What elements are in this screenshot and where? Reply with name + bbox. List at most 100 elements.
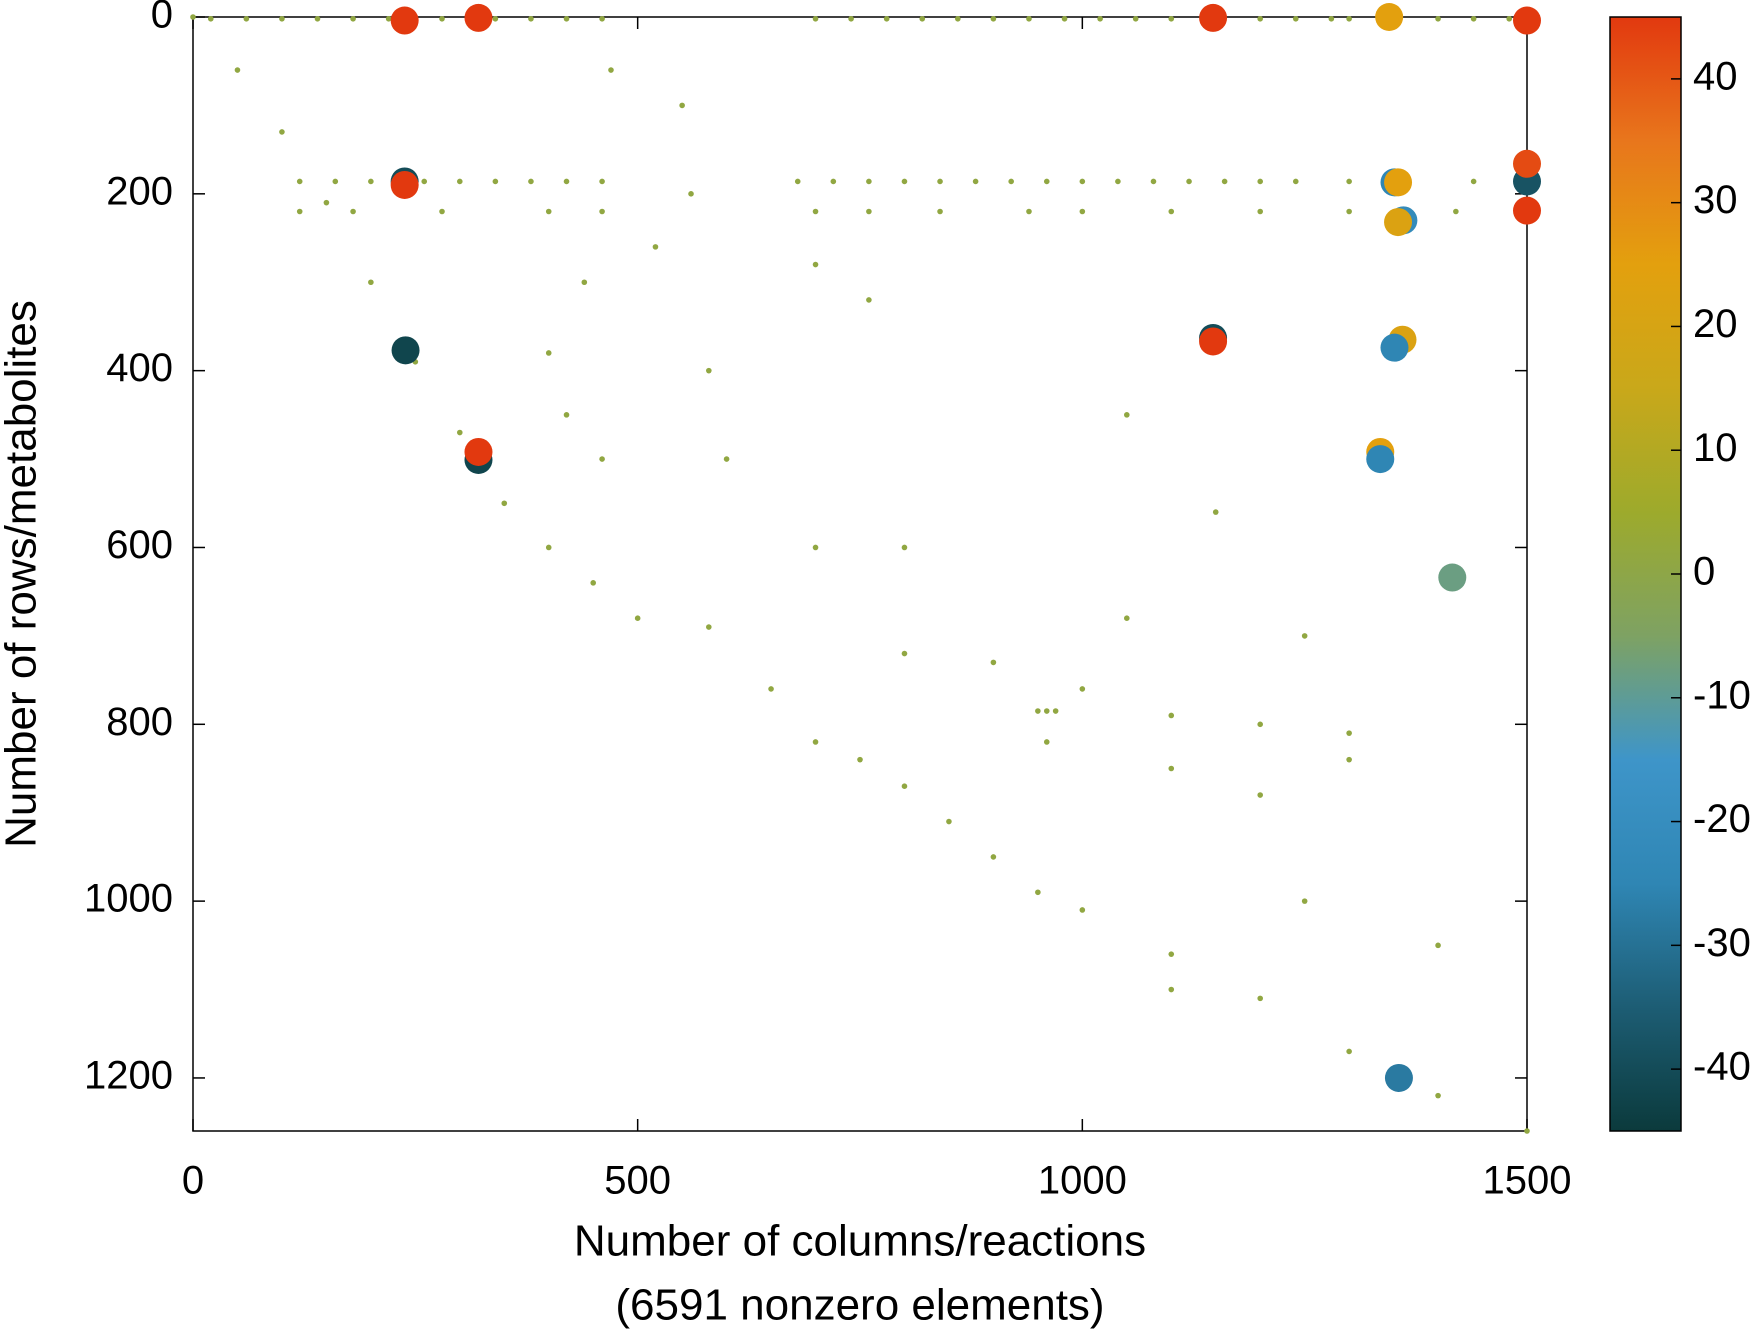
data-point [1257, 178, 1263, 185]
data-point [1168, 15, 1175, 22]
data-point [464, 437, 493, 466]
y-tick-label: 200 [106, 169, 173, 213]
data-point [332, 178, 339, 185]
data-point [501, 500, 508, 507]
data-point [1470, 178, 1477, 185]
data-point [1124, 615, 1130, 622]
data-point [545, 208, 552, 215]
data-point [812, 208, 819, 215]
data-point [1435, 15, 1441, 22]
data-point [581, 279, 588, 286]
data-point [563, 15, 570, 22]
data-point [190, 14, 196, 20]
data-point [390, 6, 419, 35]
colorbar-tick-label: -20 [1693, 797, 1751, 841]
data-point [1257, 208, 1263, 215]
data-point [1079, 208, 1086, 215]
data-point [608, 67, 614, 73]
data-point [385, 15, 392, 22]
data-point [1301, 898, 1308, 904]
data-point [937, 178, 943, 185]
colorbar [1609, 16, 1682, 1132]
data-point [1043, 708, 1050, 714]
data-point [1346, 208, 1352, 215]
data-point [457, 178, 463, 185]
data-point [812, 261, 819, 268]
data-point [1438, 563, 1467, 592]
data-point [990, 659, 997, 666]
data-point [1435, 942, 1441, 949]
data-point [296, 208, 303, 215]
y-axis-label: Number of rows/metabolites [0, 300, 46, 848]
data-point [990, 854, 997, 860]
data-point [919, 15, 926, 22]
data-point [439, 15, 445, 22]
data-point [1212, 509, 1219, 515]
data-point [866, 178, 872, 185]
data-point [1168, 712, 1175, 719]
data-point [1168, 986, 1175, 993]
data-point [599, 208, 605, 215]
data-point [1199, 327, 1228, 356]
x-tick-label: 1500 [1483, 1159, 1572, 1203]
data-point [1132, 15, 1139, 22]
data-point [1506, 15, 1513, 22]
data-point [1221, 178, 1228, 185]
data-point [1008, 178, 1014, 185]
data-point [1199, 3, 1228, 32]
data-point [563, 412, 570, 418]
data-point [1257, 15, 1263, 22]
data-point [1124, 412, 1130, 418]
data-point [1168, 951, 1175, 957]
data-point [1052, 708, 1059, 714]
data-point [457, 429, 463, 436]
data-point [901, 650, 908, 657]
data-point [652, 244, 659, 250]
data-point [234, 67, 241, 73]
data-point [1375, 3, 1404, 31]
data-point [1301, 633, 1308, 639]
data-point [279, 15, 285, 22]
data-point [768, 686, 774, 692]
data-point [955, 15, 961, 22]
data-point [368, 178, 374, 185]
data-point [279, 129, 285, 135]
data-point [528, 15, 534, 22]
colorbar-tick-label: 10 [1693, 426, 1738, 470]
plot-frame [192, 16, 1528, 1132]
data-point [1470, 15, 1477, 22]
data-point [901, 544, 908, 551]
data-point [1435, 1092, 1441, 1099]
colorbar-tick-label: -30 [1693, 921, 1751, 965]
x-tick-label: 500 [604, 1159, 671, 1203]
data-point [1043, 739, 1050, 745]
data-point [1061, 15, 1068, 22]
x-tick-label: 0 [182, 1159, 204, 1203]
y-tick-label: 400 [106, 346, 173, 390]
colorbar-tick-label: -40 [1693, 1045, 1751, 1089]
data-point [1292, 178, 1299, 185]
data-point [937, 208, 943, 215]
data-point [1079, 178, 1086, 185]
colorbar-tick-label: 0 [1693, 550, 1715, 594]
data-point [901, 783, 908, 789]
data-point [1257, 995, 1263, 1002]
data-point [1026, 208, 1032, 215]
data-point [883, 15, 890, 22]
y-tick-label: 1200 [84, 1054, 173, 1098]
data-point [1346, 1048, 1352, 1055]
data-point [723, 456, 730, 462]
data-point [590, 580, 596, 586]
colorbar-tick-label: 30 [1693, 178, 1738, 222]
data-point [1346, 15, 1352, 22]
data-point [599, 456, 605, 462]
data-point [350, 208, 356, 215]
data-point [492, 15, 499, 22]
data-point [946, 818, 952, 825]
data-point [323, 199, 330, 206]
y-tick-label: 600 [106, 523, 173, 567]
data-point [563, 178, 570, 185]
data-point [1168, 765, 1175, 772]
data-point [679, 102, 685, 109]
x-axis-label: (6591 nonzero elements) [615, 1281, 1104, 1330]
